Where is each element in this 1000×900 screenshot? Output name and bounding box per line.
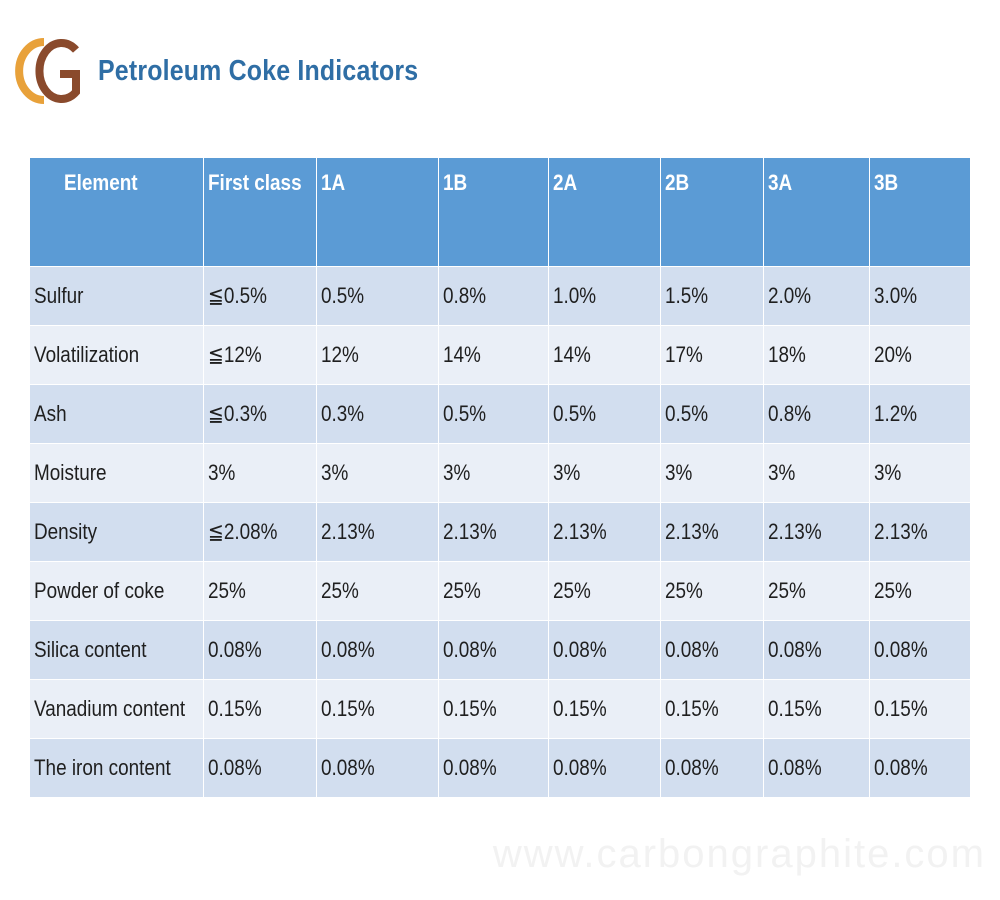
table-cell: 0.08% xyxy=(316,738,439,798)
column-header: 3A xyxy=(763,158,870,267)
table-cell: 25% xyxy=(438,561,549,621)
table-cell: 0.8% xyxy=(438,266,549,326)
table-cell: 0.08% xyxy=(548,620,661,680)
table-cell: 0.08% xyxy=(763,620,870,680)
table-cell: 0.3% xyxy=(316,384,439,444)
table-cell: 0.08% xyxy=(438,738,549,798)
page-header: CG Petroleum Coke Indicators xyxy=(6,28,470,114)
column-header: Element xyxy=(30,158,204,267)
column-header: 2B xyxy=(660,158,764,267)
row-label-cell: Powder of coke xyxy=(30,561,204,621)
page-title: Petroleum Coke Indicators xyxy=(98,54,419,87)
table-cell: 25% xyxy=(203,561,317,621)
table-row: Vanadium content 0.15% 0.15% 0.15% 0.15% 0.15… xyxy=(30,679,970,739)
table-cell: 0.15% xyxy=(763,679,870,739)
table-cell: 25% xyxy=(869,561,970,621)
table-row: The iron content 0.08% 0.08% 0.08% 0.08% 0.08… xyxy=(30,738,970,798)
table-cell: 17% xyxy=(660,325,764,385)
table-cell: 3% xyxy=(660,443,764,503)
column-header: 3B xyxy=(869,158,970,267)
table-cell: 1.0% xyxy=(548,266,661,326)
table-cell: 0.08% xyxy=(316,620,439,680)
table-cell: 2.0% xyxy=(763,266,870,326)
table-cell: 18% xyxy=(763,325,870,385)
table-row: Density ≦2.08% 2.13% 2.13% 2.13% 2.13% 2.13% 2… xyxy=(30,502,970,562)
table-cell: 3% xyxy=(763,443,870,503)
table-cell: ≦0.3% xyxy=(203,384,317,444)
table-cell: 25% xyxy=(548,561,661,621)
column-header: 1B xyxy=(438,158,549,267)
row-label-cell: Sulfur xyxy=(30,266,204,326)
table-cell: ≦12% xyxy=(203,325,317,385)
table-cell: 0.8% xyxy=(763,384,870,444)
table-cell: 0.08% xyxy=(660,738,764,798)
table-row: Silica content 0.08% 0.08% 0.08% 0.08% 0.08% 0… xyxy=(30,620,970,680)
table-cell: 0.15% xyxy=(438,679,549,739)
row-label-cell: Silica content xyxy=(30,620,204,680)
row-label-cell: Vanadium content xyxy=(30,679,204,739)
table-cell: 0.5% xyxy=(316,266,439,326)
table-cell: 0.08% xyxy=(869,738,970,798)
table-cell: 2.13% xyxy=(869,502,970,562)
table-cell: 0.08% xyxy=(660,620,764,680)
table-cell: 2.13% xyxy=(548,502,661,562)
logo-c-shape xyxy=(15,38,45,104)
table-cell: 3% xyxy=(203,443,317,503)
column-header: 1A xyxy=(316,158,439,267)
table-cell: 0.15% xyxy=(203,679,317,739)
watermark: www.carbongraphite.com xyxy=(492,832,986,876)
table-cell: 25% xyxy=(316,561,439,621)
table-cell: 2.13% xyxy=(660,502,764,562)
table-cell: 20% xyxy=(869,325,970,385)
table-cell: 3% xyxy=(438,443,549,503)
table-cell: 0.15% xyxy=(316,679,439,739)
table-cell: 0.15% xyxy=(660,679,764,739)
table-cell: 3.0% xyxy=(869,266,970,326)
table-row: Volatilization ≦12% 12% 14% 14% 17% 18% 20% xyxy=(30,325,970,385)
table-cell: 0.15% xyxy=(548,679,661,739)
table-cell: 0.08% xyxy=(203,620,317,680)
table-row: Powder of coke 25% 25% 25% 25% 25% 25% 25% xyxy=(30,561,970,621)
coke-indicators-table: Element First class 1A 1B 2A 2B 3A 3B Su… xyxy=(30,158,970,798)
table-cell: 0.5% xyxy=(438,384,549,444)
table-cell: 0.08% xyxy=(763,738,870,798)
cg-logo: CG xyxy=(15,38,80,104)
table-cell: 1.5% xyxy=(660,266,764,326)
logo-g-shape xyxy=(35,39,80,103)
table-header-row: Element First class 1A 1B 2A 2B 3A 3B xyxy=(30,158,970,267)
row-label-cell: Ash xyxy=(30,384,204,444)
table-cell: 25% xyxy=(763,561,870,621)
table-cell: 0.08% xyxy=(203,738,317,798)
table-cell: 0.15% xyxy=(869,679,970,739)
row-label-cell: Moisture xyxy=(30,443,204,503)
table-row: Sulfur ≦0.5% 0.5% 0.8% 1.0% 1.5% 2.0% 3.0% xyxy=(30,266,970,326)
table-row: Moisture 3% 3% 3% 3% 3% 3% 3% xyxy=(30,443,970,503)
table-cell: 0.08% xyxy=(438,620,549,680)
table-cell: 12% xyxy=(316,325,439,385)
table-cell: 3% xyxy=(316,443,439,503)
row-label-cell: Density xyxy=(30,502,204,562)
table-cell: 0.5% xyxy=(660,384,764,444)
table-cell: 0.08% xyxy=(869,620,970,680)
table-cell: 0.08% xyxy=(548,738,661,798)
table-cell: 3% xyxy=(548,443,661,503)
table-cell: 25% xyxy=(660,561,764,621)
table-cell: 0.5% xyxy=(548,384,661,444)
table-cell: 2.13% xyxy=(438,502,549,562)
table-body: Sulfur ≦0.5% 0.5% 0.8% 1.0% 1.5% 2.0% 3.0% Volat… xyxy=(30,266,970,798)
column-header: 2A xyxy=(548,158,661,267)
table-cell: 3% xyxy=(869,443,970,503)
table-row: Ash ≦0.3% 0.3% 0.5% 0.5% 0.5% 0.8% 1.2% xyxy=(30,384,970,444)
column-header: First class xyxy=(203,158,317,267)
table-cell: 14% xyxy=(548,325,661,385)
table-cell: ≦0.5% xyxy=(203,266,317,326)
table-cell: 2.13% xyxy=(316,502,439,562)
row-label-cell: The iron content xyxy=(30,738,204,798)
table-cell: 14% xyxy=(438,325,549,385)
table-cell: ≦2.08% xyxy=(203,502,317,562)
row-label-cell: Volatilization xyxy=(30,325,204,385)
table-cell: 2.13% xyxy=(763,502,870,562)
table-cell: 1.2% xyxy=(869,384,970,444)
